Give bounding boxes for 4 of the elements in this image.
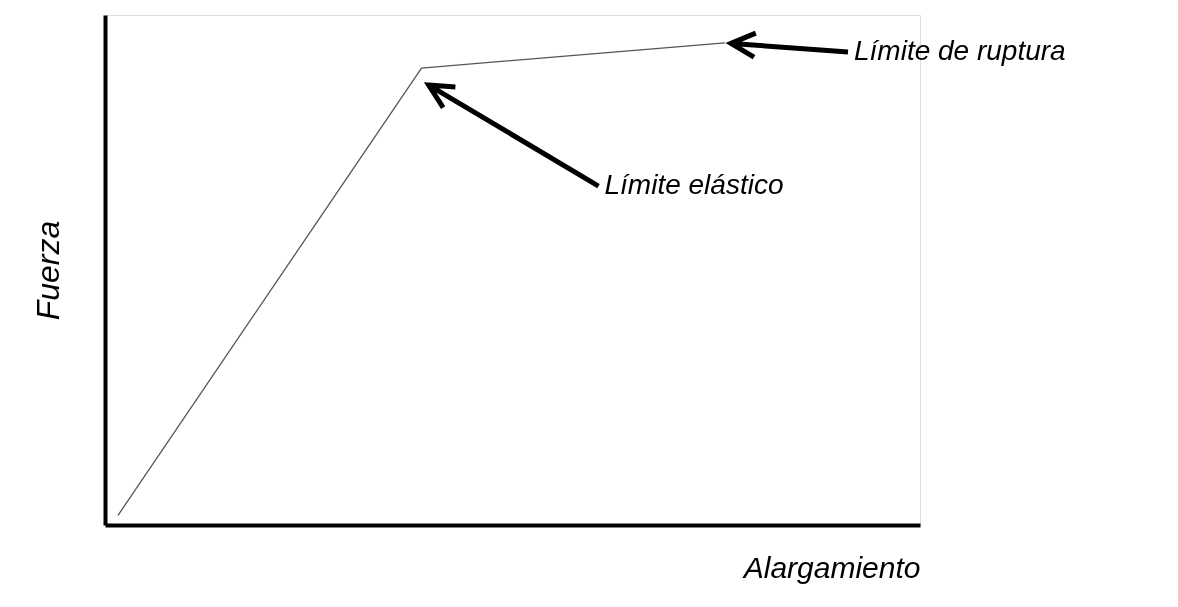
annotation: Límite de ruptura [854, 34, 1066, 66]
y-axis-title: Fuerza [29, 220, 66, 321]
x-axis-title: Alargamiento [741, 550, 921, 584]
annotation: Límite elástico [604, 169, 784, 201]
